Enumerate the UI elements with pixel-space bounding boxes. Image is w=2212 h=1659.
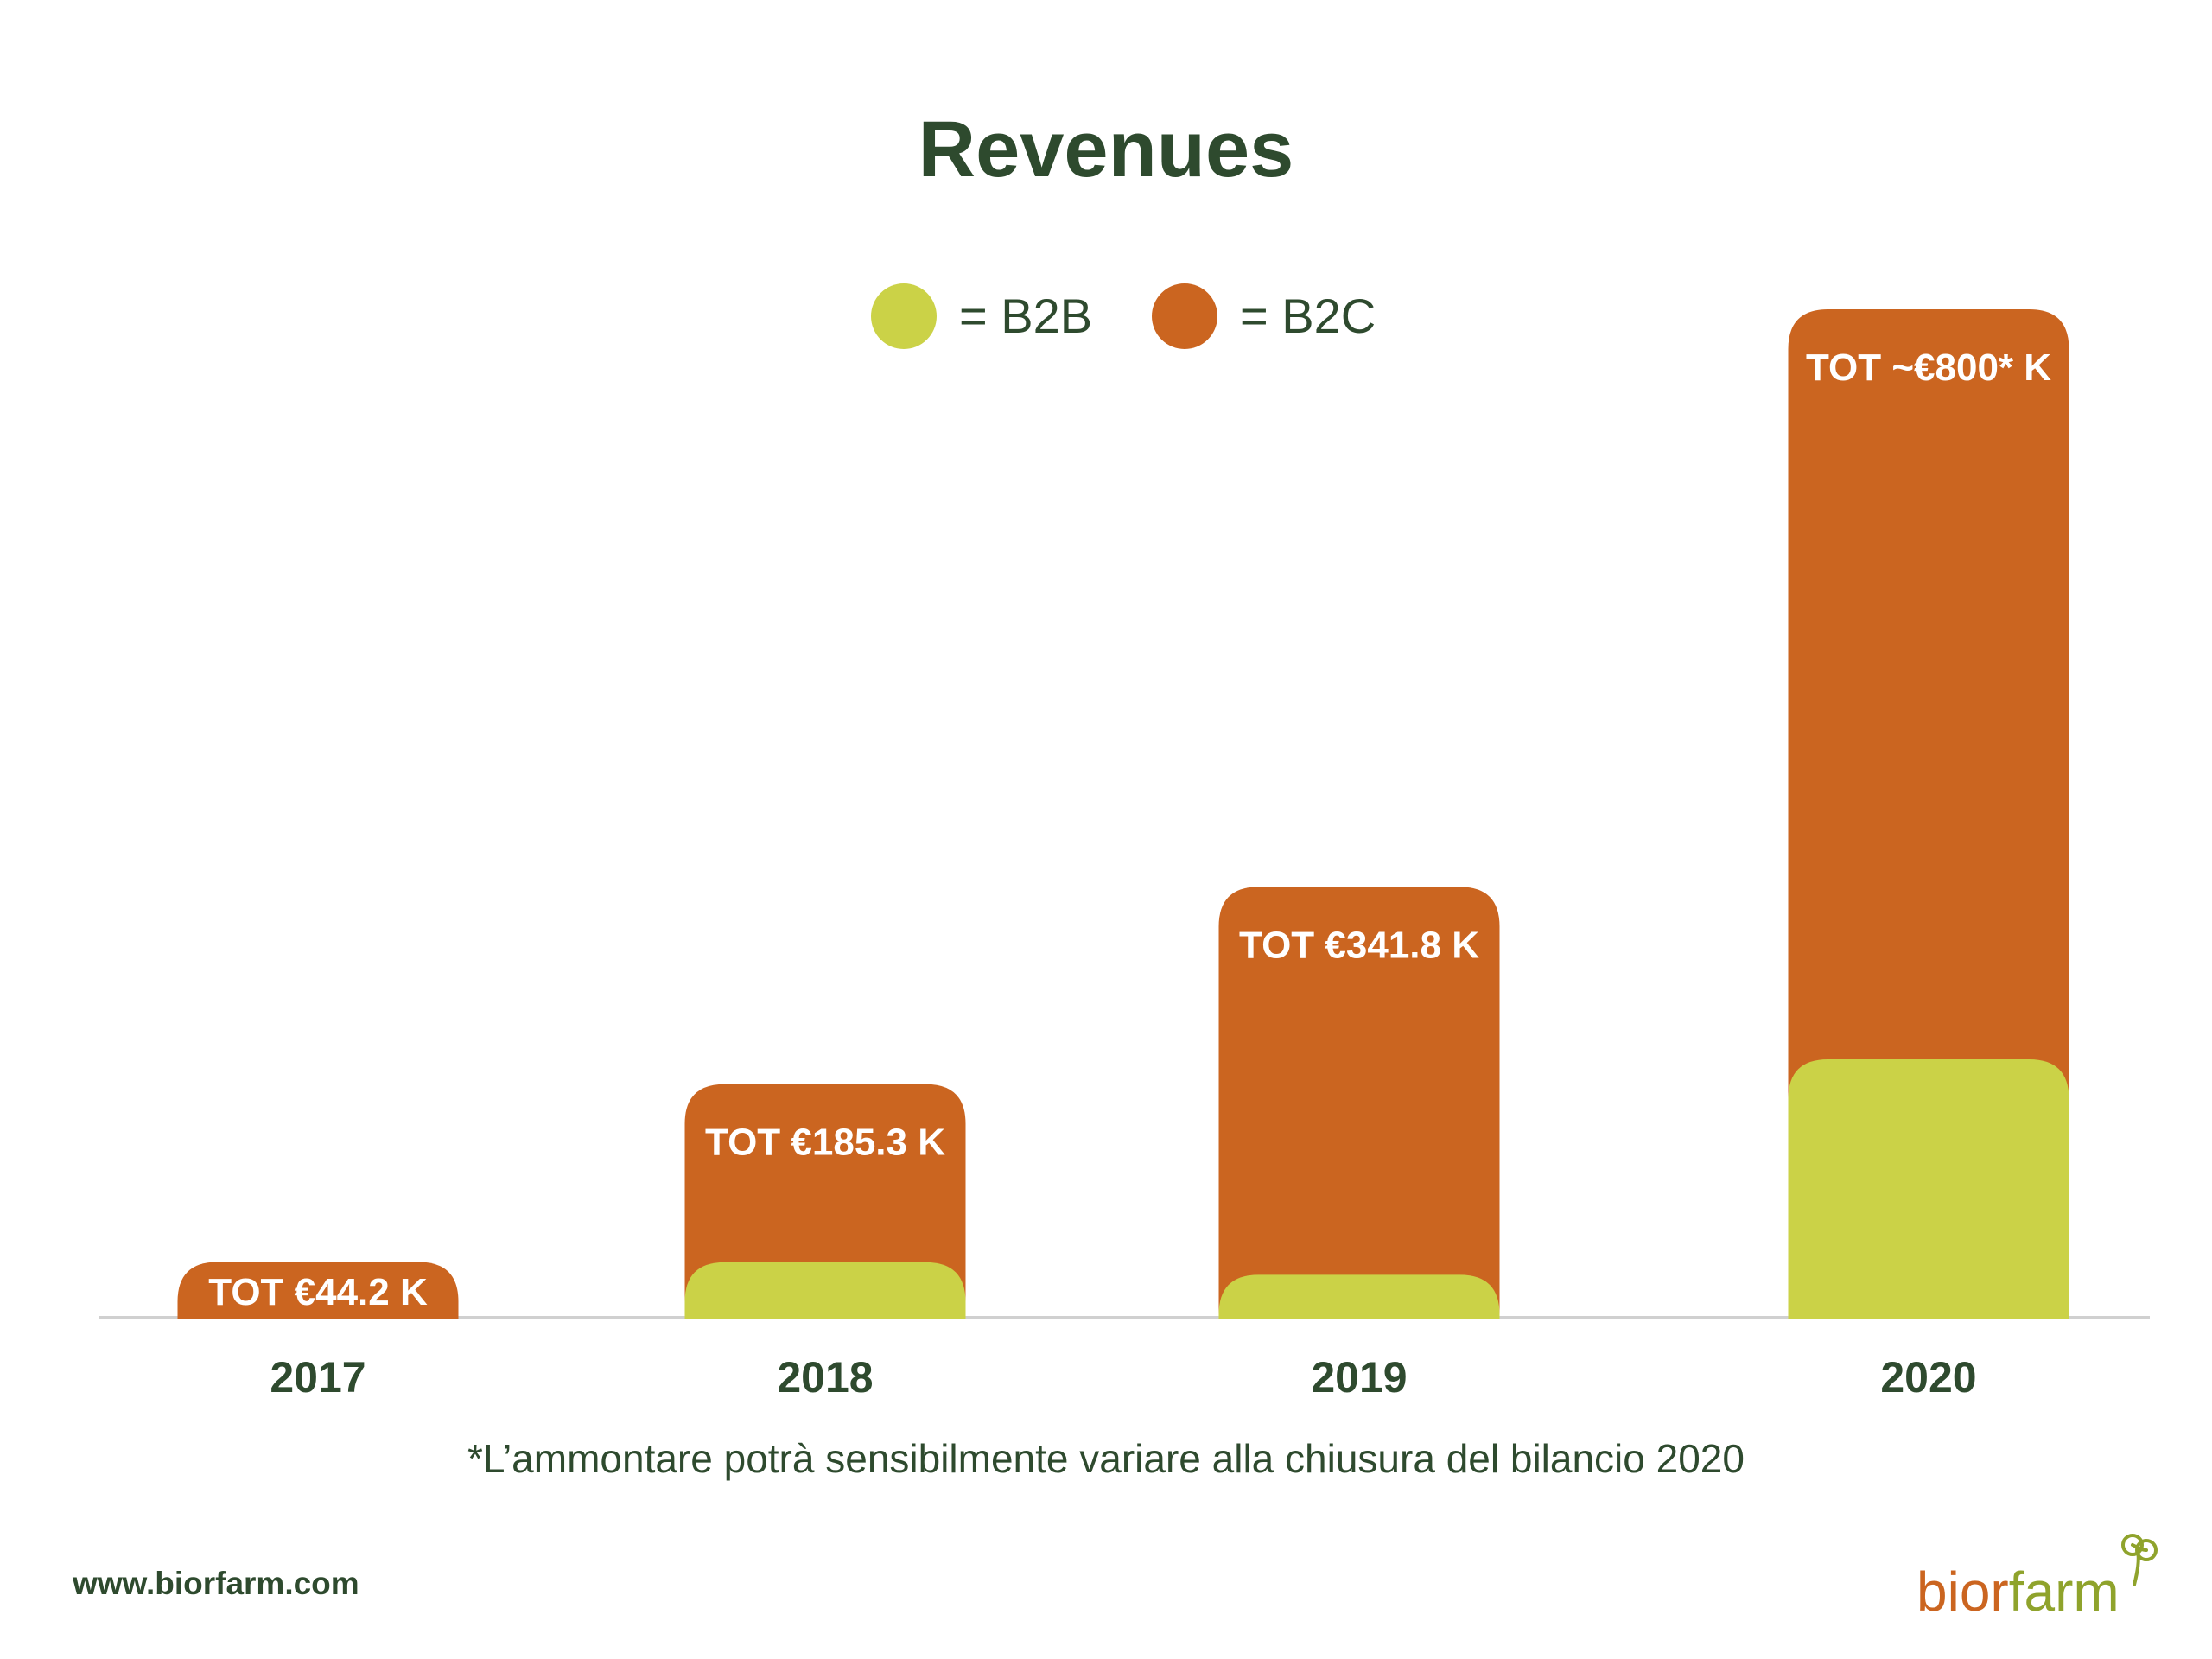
legend-swatch-b2b — [871, 283, 937, 349]
footnote: *L’ammontare potrà sensibilmente variare… — [467, 1436, 1745, 1481]
data-label-2020: TOT ~€800* K — [1806, 346, 2051, 389]
legend-item-b2b: = B2B — [871, 282, 1092, 351]
svg-text:biorfarm: biorfarm — [1916, 1560, 2120, 1623]
bar-b2c-2019 — [1218, 887, 1500, 1319]
bar-b2c-2018 — [684, 1084, 966, 1319]
bar-b2b-2020 — [1788, 1058, 2069, 1319]
data-label-2017: TOT €44.2 K — [208, 1271, 428, 1313]
chart-title: Revenues — [918, 105, 1294, 194]
data-label-2018: TOT €185.3 K — [705, 1122, 945, 1164]
x-tick-label-2018: 2018 — [777, 1353, 873, 1402]
legend-item-b2c: = B2C — [1152, 282, 1376, 351]
data-label-2019: TOT €341.8 K — [1239, 924, 1479, 966]
legend-label-b2b: = B2B — [959, 289, 1093, 343]
legend-swatch-b2c — [1152, 283, 1217, 349]
x-tick-label-2020: 2020 — [1880, 1353, 1976, 1402]
bar-b2b-2019 — [1218, 1274, 1500, 1319]
legend-label-b2c: = B2C — [1240, 289, 1376, 343]
website-link[interactable]: www.biorfarm.com — [73, 1566, 359, 1601]
x-tick-label-2019: 2019 — [1311, 1353, 1407, 1402]
bar-b2c-2017 — [177, 1262, 459, 1319]
biorfarm-logo: biorfarm — [1916, 1534, 2158, 1623]
x-tick-label-2017: 2017 — [270, 1353, 365, 1402]
bar-b2b-2018 — [684, 1262, 966, 1319]
